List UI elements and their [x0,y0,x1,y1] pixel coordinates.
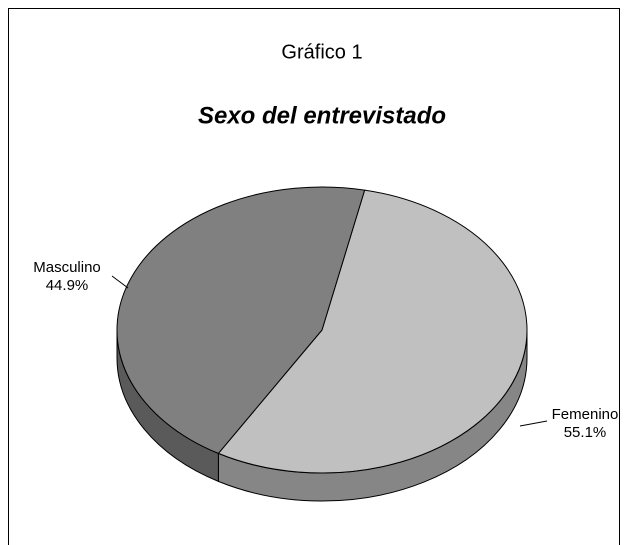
chart-border [8,8,620,545]
slice [116,186,366,454]
slice-label: Masculino [33,259,101,276]
slice-label: Femenino [552,406,619,423]
leader-line [519,420,548,427]
chart-subtitle: Sexo del entrevistado [198,102,446,129]
slice [217,189,528,474]
leader-line [111,275,129,289]
chart-title: Gráfico 1 [281,41,362,63]
slice-value-label: 44.9% [46,277,89,294]
slice-value-label: 55.1% [564,424,607,441]
